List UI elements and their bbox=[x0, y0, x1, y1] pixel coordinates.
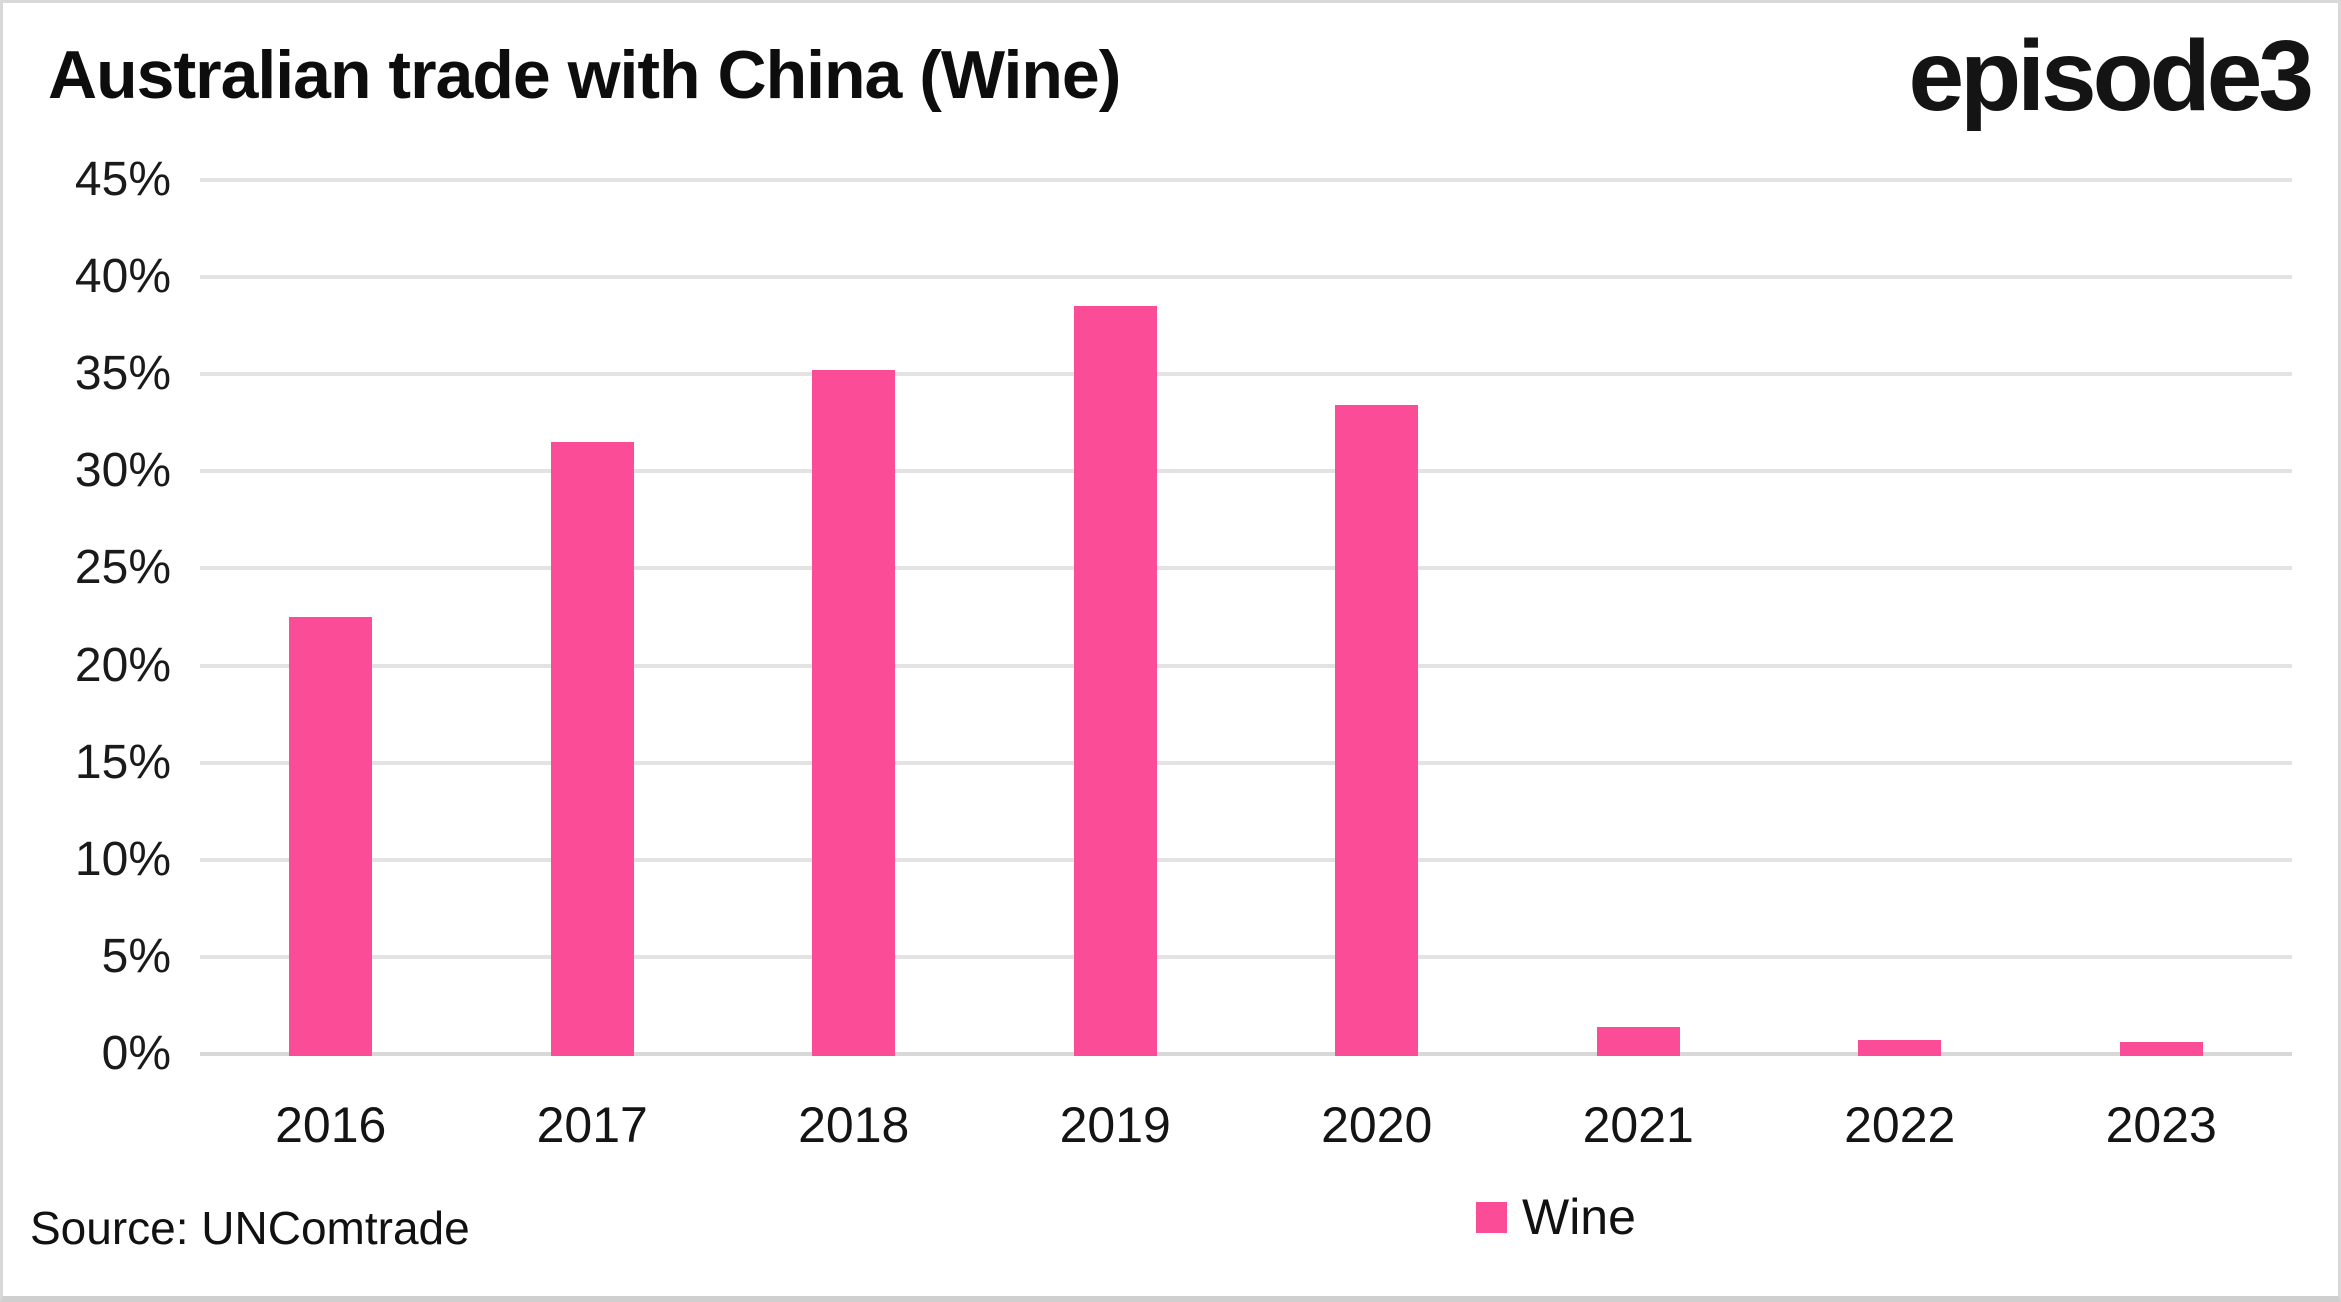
y-axis-tick-label: 25% bbox=[74, 541, 171, 595]
legend: Wine bbox=[1476, 1191, 1636, 1243]
y-axis-tick-label: 40% bbox=[74, 250, 171, 304]
legend-label-wine: Wine bbox=[1522, 1189, 1636, 1245]
y-axis-tick-label: 20% bbox=[74, 638, 171, 692]
gridline-0 bbox=[200, 1052, 2292, 1056]
bar-2019 bbox=[1073, 306, 1157, 1056]
bar-2018 bbox=[812, 370, 896, 1056]
y-axis-tick-label: 10% bbox=[74, 832, 171, 886]
gridline-20 bbox=[200, 663, 2292, 668]
x-axis-tick-label: 2021 bbox=[1582, 1097, 1694, 1153]
source-note: Source: UNComtrade bbox=[30, 1202, 470, 1254]
chart-title: Australian trade with China (Wine) bbox=[48, 37, 1121, 113]
brand-logo-episode3: episode3 bbox=[1908, 20, 2314, 132]
gridline-25 bbox=[200, 566, 2292, 571]
bar-2023 bbox=[2119, 1042, 2203, 1056]
x-axis-tick-label: 2020 bbox=[1321, 1097, 1433, 1153]
x-axis-tick-label: 2018 bbox=[798, 1097, 910, 1153]
y-axis-tick-label: 15% bbox=[74, 735, 171, 789]
x-axis-tick-label: 2016 bbox=[275, 1097, 387, 1153]
y-axis-tick-label: 5% bbox=[101, 929, 171, 983]
legend-swatch-wine bbox=[1476, 1201, 1507, 1233]
plot-area: 0% 5% 10% 15% 20% 25% 30% 35% 40% 45% 2016 2017 2018… bbox=[3, 3, 2338, 1296]
bar-2020 bbox=[1335, 405, 1419, 1056]
y-axis-tick-label: 45% bbox=[74, 153, 171, 206]
y-axis-tick-label: 0% bbox=[101, 1027, 171, 1080]
x-axis-tick-label: 2019 bbox=[1059, 1097, 1171, 1153]
x-axis-tick-label: 2023 bbox=[2105, 1097, 2217, 1153]
y-axis-tick-label: 30% bbox=[74, 444, 171, 498]
x-axis-tick-label: 2022 bbox=[1844, 1097, 1956, 1153]
bar-2016 bbox=[289, 617, 373, 1056]
gridline-5 bbox=[200, 954, 2292, 959]
gridline-10 bbox=[200, 857, 2292, 862]
gridline-45 bbox=[200, 178, 2292, 182]
gridline-30 bbox=[200, 469, 2292, 474]
y-axis-tick-label: 35% bbox=[74, 347, 171, 401]
x-axis-tick-label: 2017 bbox=[536, 1097, 648, 1153]
bar-2017 bbox=[550, 442, 634, 1056]
gridline-40 bbox=[200, 275, 2292, 280]
gridline-15 bbox=[200, 760, 2292, 765]
gridline-35 bbox=[200, 372, 2292, 377]
bar-2022 bbox=[1858, 1040, 1942, 1056]
bar-2021 bbox=[1596, 1026, 1680, 1056]
